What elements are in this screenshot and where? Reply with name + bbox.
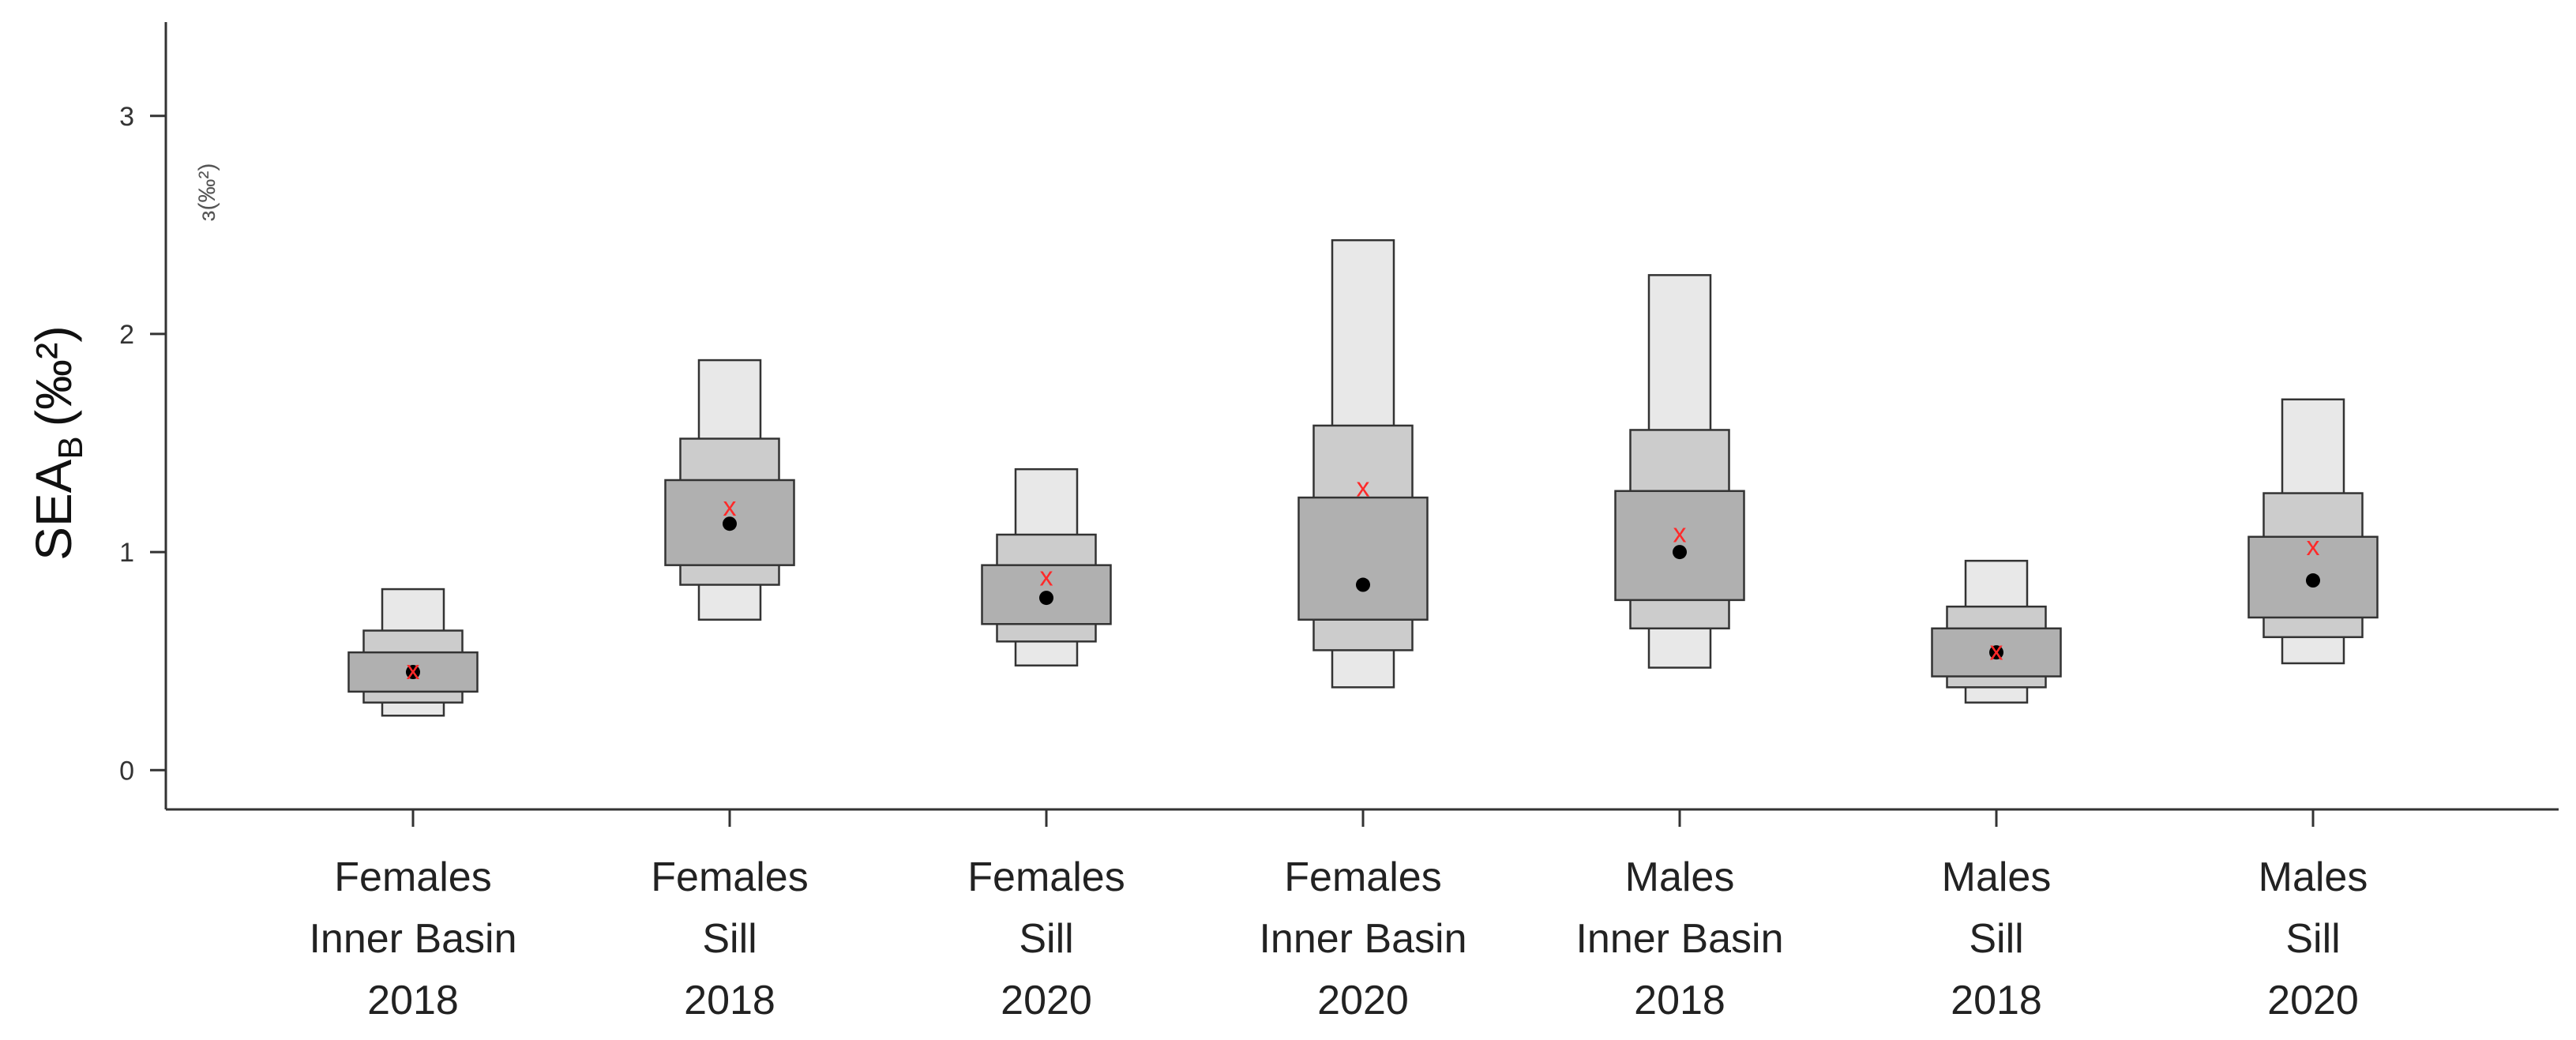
x-axis-labels: Females Inner Basin 2018 Females Sill 2018 Fem…: [309, 809, 2368, 1023]
category-group: x: [1614, 274, 1745, 669]
x-category-label: 2020: [1317, 978, 1409, 1023]
x-category-label: 2018: [1634, 978, 1725, 1023]
mode-point: [2306, 573, 2320, 588]
x-category-label: Sill: [1019, 916, 1073, 962]
mode-point: [1356, 577, 1370, 592]
x-category-label: Sill: [702, 916, 757, 962]
category-group: x: [981, 467, 1112, 666]
x-category-label: Males: [1625, 854, 1735, 900]
credible-interval-inner: [347, 651, 479, 693]
ghost-axis-label: ɜ(‰²): [194, 163, 220, 222]
x-category-label: Sill: [1969, 916, 2023, 962]
x-category-label: Inner Basin: [1259, 916, 1466, 962]
x-category-label: 2018: [1951, 978, 2042, 1023]
category-group: x: [2247, 398, 2379, 665]
category-group: x: [347, 588, 479, 717]
x-category-label: Females: [1284, 854, 1441, 900]
category-group: x: [1931, 559, 2062, 704]
x-category-label: Sill: [2285, 916, 2340, 962]
ml-estimate-marker: x: [1040, 561, 1053, 591]
mode-point: [1039, 591, 1053, 606]
x-category-label: Inner Basin: [309, 916, 516, 962]
credible-interval-inner: [1297, 496, 1429, 621]
mode-point: [1673, 545, 1687, 560]
x-category-label: Females: [334, 854, 491, 900]
x-category-label: Males: [2259, 854, 2368, 900]
y-axis-title-main: SEA: [25, 459, 82, 560]
y-tick-label: 0: [119, 756, 134, 786]
ml-estimate-marker: x: [2307, 531, 2320, 561]
y-axis-title-unit: (‰²): [25, 325, 82, 426]
x-category-label: Females: [651, 854, 808, 900]
mode-point: [723, 516, 737, 531]
x-category-label: 2018: [684, 978, 775, 1023]
mode-point: [406, 665, 420, 680]
mode-point: [1989, 645, 2003, 660]
y-axis-ticks: 0 1 2 3: [119, 102, 166, 786]
category-group: x: [664, 359, 795, 621]
ml-estimate-marker: x: [1990, 636, 2003, 666]
x-category-label: Inner Basin: [1575, 916, 1783, 962]
x-category-label: 2018: [367, 978, 459, 1023]
x-category-label: 2020: [2267, 978, 2359, 1023]
y-axis-title: SEAB (‰²): [25, 325, 90, 560]
y-tick-label: 3: [119, 102, 134, 132]
y-tick-label: 2: [119, 320, 134, 350]
x-category-label: Males: [1942, 854, 2052, 900]
ml-estimate-marker: x: [723, 492, 737, 522]
x-category-label: Females: [967, 854, 1125, 900]
ml-estimate-marker: x: [407, 655, 420, 685]
y-axis-title-subscript: B: [51, 436, 90, 459]
x-category-label: 2020: [1001, 978, 1092, 1023]
category-group: x: [1297, 238, 1429, 689]
ml-estimate-marker: x: [1673, 518, 1687, 548]
ml-estimate-marker: x: [1357, 472, 1370, 502]
plot-area: x x x x x x x: [347, 238, 2379, 717]
y-tick-label: 1: [119, 538, 134, 568]
